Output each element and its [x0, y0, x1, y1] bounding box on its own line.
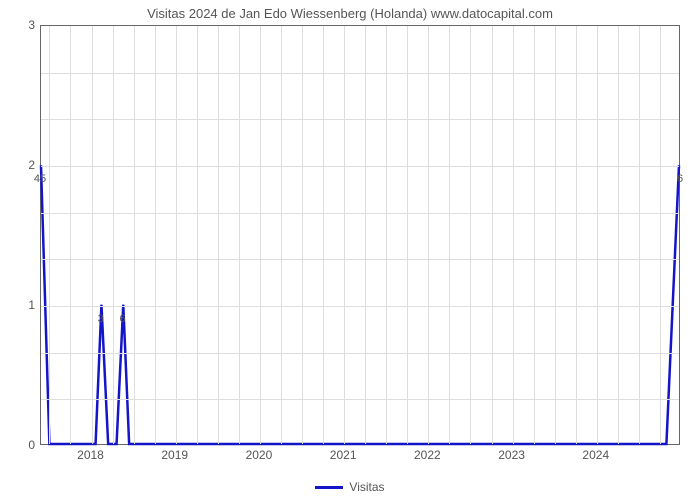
- grid-line-vertical: [344, 26, 345, 444]
- chart-title: Visitas 2024 de Jan Edo Wiessenberg (Hol…: [0, 6, 700, 21]
- grid-line-horizontal-minor: [41, 259, 679, 260]
- chart-container: Visitas 2024 de Jan Edo Wiessenberg (Hol…: [0, 0, 700, 500]
- line-series-svg: [41, 26, 679, 444]
- grid-line-vertical-minor: [365, 26, 366, 444]
- grid-line-vertical-minor: [407, 26, 408, 444]
- x-tick-label: 2019: [161, 448, 188, 462]
- grid-line-vertical-minor: [660, 26, 661, 444]
- grid-line-vertical: [513, 26, 514, 444]
- grid-line-vertical-minor: [576, 26, 577, 444]
- grid-line-vertical-minor: [239, 26, 240, 444]
- grid-line-horizontal: [41, 306, 679, 307]
- grid-line-vertical: [92, 26, 93, 444]
- legend-swatch: [315, 486, 343, 489]
- data-point-label: 45: [34, 173, 46, 185]
- grid-line-horizontal-minor: [41, 213, 679, 214]
- legend-item-visitas: Visitas: [315, 480, 384, 494]
- grid-line-horizontal-minor: [41, 353, 679, 354]
- y-tick-label: 0: [5, 438, 35, 452]
- legend-label: Visitas: [349, 480, 384, 494]
- grid-line-vertical-minor: [323, 26, 324, 444]
- grid-line-vertical-minor: [386, 26, 387, 444]
- grid-line-vertical-minor: [534, 26, 535, 444]
- grid-line-vertical-minor: [492, 26, 493, 444]
- grid-line-vertical-minor: [555, 26, 556, 444]
- grid-line-vertical-minor: [470, 26, 471, 444]
- x-tick-label: 2020: [246, 448, 273, 462]
- grid-line-vertical: [176, 26, 177, 444]
- grid-line-horizontal: [41, 166, 679, 167]
- x-tick-label: 2024: [582, 448, 609, 462]
- grid-line-horizontal-minor: [41, 73, 679, 74]
- grid-line-vertical-minor: [197, 26, 198, 444]
- grid-line-vertical-minor: [113, 26, 114, 444]
- grid-line-vertical-minor: [155, 26, 156, 444]
- grid-line-vertical-minor: [281, 26, 282, 444]
- data-point-label: 6: [677, 173, 683, 185]
- grid-line-vertical: [260, 26, 261, 444]
- grid-line-vertical-minor: [449, 26, 450, 444]
- grid-line-vertical-minor: [218, 26, 219, 444]
- x-tick-label: 2018: [77, 448, 104, 462]
- grid-line-vertical-minor: [70, 26, 71, 444]
- y-tick-label: 1: [5, 298, 35, 312]
- data-point-label: 3: [98, 313, 104, 325]
- y-tick-label: 3: [5, 18, 35, 32]
- grid-line-vertical: [597, 26, 598, 444]
- grid-line-vertical: [428, 26, 429, 444]
- y-tick-label: 2: [5, 158, 35, 172]
- x-tick-label: 2022: [414, 448, 441, 462]
- grid-line-vertical-minor: [302, 26, 303, 444]
- x-tick-label: 2021: [330, 448, 357, 462]
- plot-area: [40, 25, 680, 445]
- x-tick-label: 2023: [498, 448, 525, 462]
- grid-line-vertical-minor: [134, 26, 135, 444]
- grid-line-horizontal-minor: [41, 399, 679, 400]
- grid-line-vertical-minor: [639, 26, 640, 444]
- grid-line-vertical-minor: [618, 26, 619, 444]
- legend: Visitas: [0, 476, 700, 495]
- data-point-label: 6: [119, 313, 125, 325]
- series-line: [41, 165, 679, 444]
- grid-line-horizontal-minor: [41, 119, 679, 120]
- grid-line-vertical-minor: [49, 26, 50, 444]
